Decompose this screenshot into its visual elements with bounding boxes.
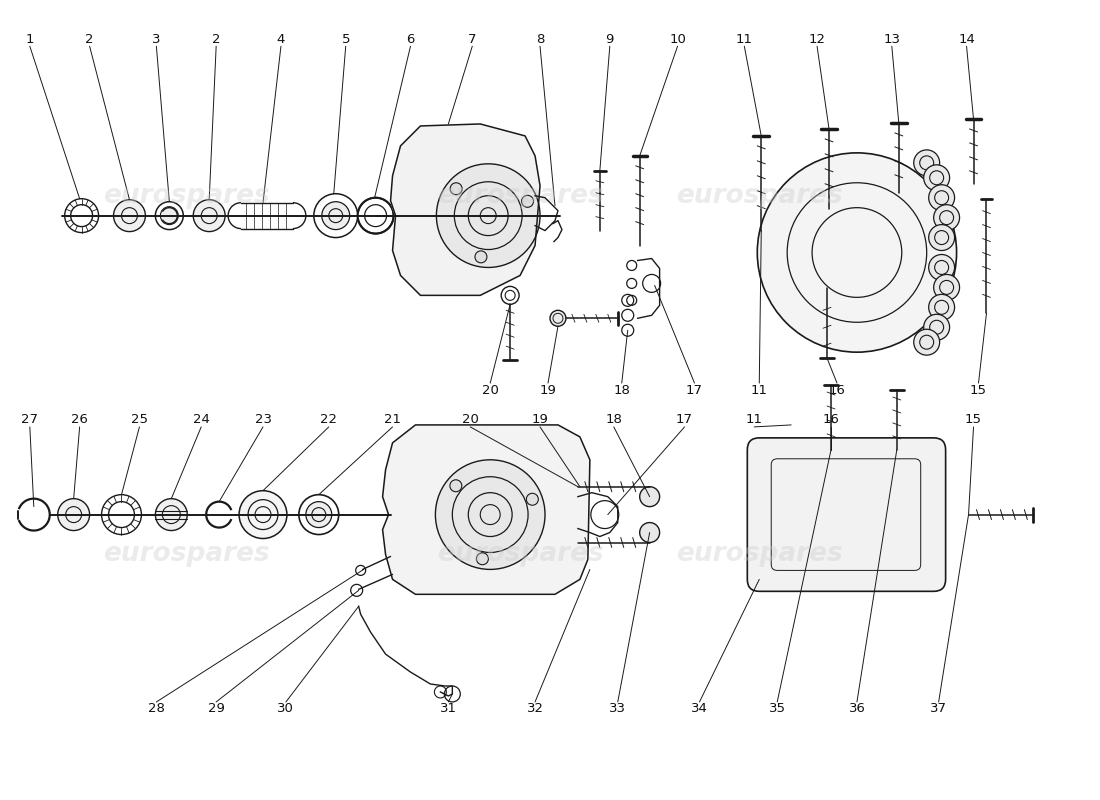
Circle shape (928, 225, 955, 250)
Circle shape (239, 490, 287, 538)
Text: 2: 2 (86, 33, 94, 46)
Text: 15: 15 (965, 414, 982, 426)
Text: 29: 29 (208, 702, 224, 715)
Circle shape (437, 164, 540, 267)
Text: 25: 25 (131, 414, 147, 426)
Text: 27: 27 (21, 414, 38, 426)
Text: 24: 24 (192, 414, 210, 426)
Text: 3: 3 (152, 33, 161, 46)
Text: 6: 6 (406, 33, 415, 46)
Text: 9: 9 (606, 33, 614, 46)
Text: 37: 37 (931, 702, 947, 715)
Text: 20: 20 (482, 383, 498, 397)
Text: 11: 11 (751, 383, 768, 397)
Text: 2: 2 (212, 33, 220, 46)
Text: 20: 20 (462, 414, 478, 426)
Circle shape (550, 310, 565, 326)
Text: 19: 19 (540, 383, 557, 397)
Text: eurospares: eurospares (675, 182, 843, 209)
FancyBboxPatch shape (747, 438, 946, 591)
Circle shape (914, 150, 939, 176)
Circle shape (924, 314, 949, 340)
Circle shape (194, 200, 226, 231)
Text: 32: 32 (527, 702, 543, 715)
Text: 30: 30 (277, 702, 295, 715)
Text: 11: 11 (746, 414, 762, 426)
Circle shape (914, 330, 939, 355)
Text: eurospares: eurospares (103, 542, 270, 567)
Text: 16: 16 (823, 414, 839, 426)
Text: 33: 33 (609, 702, 626, 715)
Circle shape (450, 480, 462, 492)
Text: 21: 21 (384, 414, 402, 426)
Text: 7: 7 (468, 33, 476, 46)
Circle shape (322, 202, 350, 230)
Circle shape (57, 498, 89, 530)
Circle shape (924, 165, 949, 190)
Text: 1: 1 (25, 33, 34, 46)
Text: 8: 8 (536, 33, 544, 46)
Circle shape (640, 522, 660, 542)
Text: 36: 36 (848, 702, 866, 715)
Text: 18: 18 (614, 383, 630, 397)
Circle shape (928, 294, 955, 320)
Circle shape (527, 494, 538, 506)
Text: eurospares: eurospares (437, 182, 604, 209)
Circle shape (161, 206, 178, 225)
Text: 31: 31 (440, 702, 456, 715)
Circle shape (928, 254, 955, 281)
Text: 13: 13 (883, 33, 900, 46)
Circle shape (757, 153, 957, 352)
Text: 10: 10 (669, 33, 686, 46)
Text: eurospares: eurospares (103, 182, 270, 209)
Circle shape (155, 498, 187, 530)
Text: 19: 19 (531, 414, 549, 426)
Text: 4: 4 (277, 33, 285, 46)
Polygon shape (390, 124, 540, 295)
Circle shape (113, 200, 145, 231)
Circle shape (306, 502, 332, 527)
Text: eurospares: eurospares (437, 542, 604, 567)
Text: 17: 17 (686, 383, 703, 397)
Circle shape (521, 195, 534, 207)
Text: 34: 34 (691, 702, 708, 715)
Text: 5: 5 (341, 33, 350, 46)
Text: 23: 23 (254, 414, 272, 426)
Text: 22: 22 (320, 414, 338, 426)
Text: 26: 26 (72, 414, 88, 426)
Circle shape (436, 460, 544, 570)
Text: 14: 14 (958, 33, 975, 46)
Text: 15: 15 (970, 383, 987, 397)
Circle shape (450, 182, 462, 194)
Circle shape (928, 185, 955, 210)
Text: 35: 35 (769, 702, 785, 715)
Polygon shape (383, 425, 590, 594)
Text: 17: 17 (676, 414, 693, 426)
Text: 16: 16 (828, 383, 846, 397)
Circle shape (476, 553, 488, 565)
Text: 18: 18 (605, 414, 623, 426)
Circle shape (934, 205, 959, 230)
Circle shape (934, 274, 959, 300)
Text: 12: 12 (808, 33, 826, 46)
Text: 11: 11 (736, 33, 752, 46)
Text: 28: 28 (147, 702, 165, 715)
Circle shape (475, 251, 487, 263)
Circle shape (640, 486, 660, 506)
Text: eurospares: eurospares (675, 542, 843, 567)
